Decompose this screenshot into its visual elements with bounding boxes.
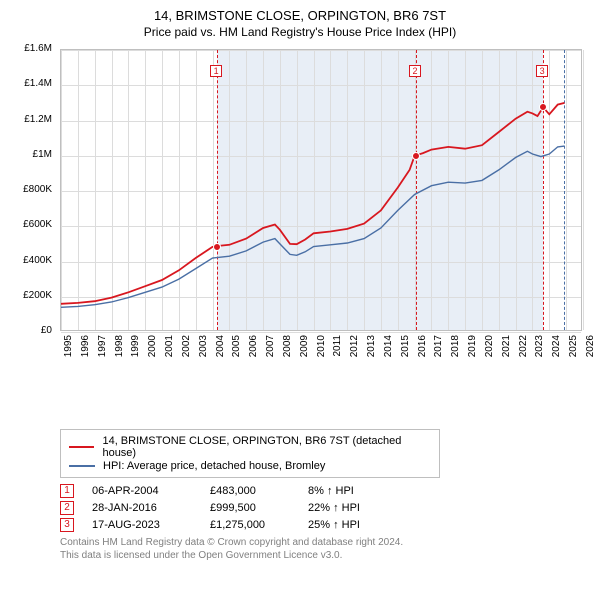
container: 14, BRIMSTONE CLOSE, ORPINGTON, BR6 7ST …: [0, 0, 600, 566]
x-axis-label: 2021: [501, 335, 512, 365]
x-axis-label: 2010: [316, 335, 327, 365]
legend-item: 14, BRIMSTONE CLOSE, ORPINGTON, BR6 7ST …: [69, 435, 431, 459]
event-number-box: 3: [60, 518, 74, 532]
x-axis-label: 2003: [198, 335, 209, 365]
x-axis-label: 2024: [551, 335, 562, 365]
x-axis-label: 2017: [433, 335, 444, 365]
y-axis-label: £0: [8, 325, 52, 336]
legend-swatch: [69, 465, 95, 467]
x-axis-label: 2016: [417, 335, 428, 365]
x-axis-label: 1998: [114, 335, 125, 365]
x-axis-label: 2026: [585, 335, 596, 365]
y-axis-label: £1M: [8, 149, 52, 160]
x-axis-label: 2014: [383, 335, 394, 365]
event-price: £1,275,000: [210, 519, 290, 531]
event-row: 1 06-APR-2004 £483,000 8% ↑ HPI: [60, 484, 592, 498]
x-axis-label: 2000: [147, 335, 158, 365]
x-axis-label: 2009: [299, 335, 310, 365]
x-axis-label: 2008: [282, 335, 293, 365]
chart-area: £0 £200K £400K £600K £800K £1M £1.2M £1.4M £1.6M…: [8, 45, 592, 385]
series-svg: [61, 50, 583, 332]
y-axis-label: £600K: [8, 219, 52, 230]
event-price: £999,500: [210, 502, 290, 514]
legend-item: HPI: Average price, detached house, Brom…: [69, 460, 431, 472]
marker-box: 3: [536, 65, 548, 77]
series-line-property: [61, 103, 565, 304]
gridline-h: [61, 332, 581, 333]
event-dot: [412, 152, 420, 160]
event-row: 2 28-JAN-2016 £999,500 22% ↑ HPI: [60, 501, 592, 515]
x-axis-label: 2002: [181, 335, 192, 365]
x-axis-label: 1995: [63, 335, 74, 365]
event-diff: 22% ↑ HPI: [308, 502, 398, 514]
y-axis-label: £200K: [8, 290, 52, 301]
x-axis-label: 2023: [534, 335, 545, 365]
events-table: 1 06-APR-2004 £483,000 8% ↑ HPI 2 28-JAN-2016…: [60, 484, 592, 532]
footer-line-1: Contains HM Land Registry data © Crown c…: [60, 536, 592, 549]
gridline-v: [583, 50, 584, 330]
event-dot: [213, 243, 221, 251]
x-axis-label: 1999: [130, 335, 141, 365]
event-row: 3 17-AUG-2023 £1,275,000 25% ↑ HPI: [60, 518, 592, 532]
event-date: 17-AUG-2023: [92, 519, 192, 531]
event-date: 28-JAN-2016: [92, 502, 192, 514]
legend-label: 14, BRIMSTONE CLOSE, ORPINGTON, BR6 7ST …: [102, 435, 431, 459]
y-axis-label: £1.4M: [8, 78, 52, 89]
marker-box: 1: [210, 65, 222, 77]
x-axis-label: 2004: [215, 335, 226, 365]
legend-label: HPI: Average price, detached house, Brom…: [103, 460, 325, 472]
chart-subtitle: Price paid vs. HM Land Registry's House …: [8, 25, 592, 39]
x-axis-label: 2018: [450, 335, 461, 365]
footer-line-2: This data is licensed under the Open Gov…: [60, 549, 592, 562]
x-axis-label: 1997: [97, 335, 108, 365]
y-axis-label: £1.2M: [8, 114, 52, 125]
footer: Contains HM Land Registry data © Crown c…: [60, 536, 592, 562]
x-axis-label: 1996: [80, 335, 91, 365]
y-axis-label: £800K: [8, 184, 52, 195]
x-axis-label: 2025: [568, 335, 579, 365]
x-axis-label: 2005: [231, 335, 242, 365]
y-axis-label: £400K: [8, 255, 52, 266]
plot-area: [60, 49, 582, 331]
x-axis-label: 2019: [467, 335, 478, 365]
chart-title: 14, BRIMSTONE CLOSE, ORPINGTON, BR6 7ST: [8, 8, 592, 23]
event-date: 06-APR-2004: [92, 485, 192, 497]
series-line-hpi: [61, 146, 565, 307]
x-axis-label: 2013: [366, 335, 377, 365]
marker-box: 2: [409, 65, 421, 77]
x-axis-label: 2007: [265, 335, 276, 365]
event-diff: 8% ↑ HPI: [308, 485, 398, 497]
event-diff: 25% ↑ HPI: [308, 519, 398, 531]
y-axis-label: £1.6M: [8, 43, 52, 54]
x-axis-label: 2011: [332, 335, 343, 365]
legend: 14, BRIMSTONE CLOSE, ORPINGTON, BR6 7ST …: [60, 429, 440, 478]
x-axis-label: 2020: [484, 335, 495, 365]
x-axis-label: 2006: [248, 335, 259, 365]
event-number-box: 2: [60, 501, 74, 515]
x-axis-label: 2015: [400, 335, 411, 365]
x-axis-label: 2001: [164, 335, 175, 365]
x-axis-label: 2012: [349, 335, 360, 365]
event-price: £483,000: [210, 485, 290, 497]
legend-swatch: [69, 446, 94, 448]
x-axis-label: 2022: [518, 335, 529, 365]
event-number-box: 1: [60, 484, 74, 498]
